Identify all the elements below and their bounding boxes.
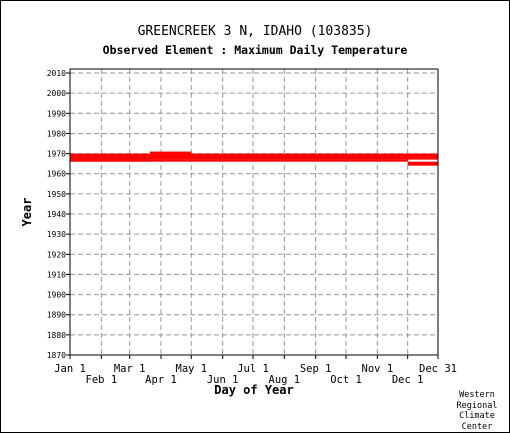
chart-title: GREENCREEK 3 N, IDAHO (103835) [137, 24, 373, 39]
y-tick-label: 1950 [47, 190, 66, 199]
x-tick-label: Sep 1 [300, 363, 332, 375]
y-tick-label: 1880 [47, 331, 66, 340]
x-tick-label: May 1 [176, 363, 208, 375]
credit-line: Climate [459, 411, 495, 421]
x-tick-label: Mar 1 [114, 363, 146, 375]
y-tick-label: 1920 [47, 250, 66, 259]
plot-area [69, 68, 439, 356]
y-tick-label: 1930 [47, 230, 66, 239]
data-coverage [70, 151, 438, 166]
x-tick-label: Nov 1 [362, 363, 394, 375]
y-tick-label: 1960 [47, 170, 66, 179]
data-band [70, 159, 408, 162]
data-band [149, 151, 192, 160]
y-tick-label: 1870 [47, 351, 66, 360]
credit-line: Western [459, 390, 495, 400]
y-tick-label: 1940 [47, 210, 66, 219]
y-tick-label: 1890 [47, 311, 66, 320]
y-tick-label: 1910 [47, 270, 66, 279]
grid-lines [70, 69, 438, 355]
x-tick-label: Jun 1 [207, 374, 239, 386]
x-tick-label: Feb 1 [86, 374, 118, 386]
y-tick-label: 1980 [47, 129, 66, 138]
x-tick-label: Apr 1 [145, 374, 177, 386]
chart-subtitle: Observed Element : Maximum Daily Tempera… [102, 43, 408, 57]
x-tick-label: Dec 31 [419, 363, 457, 375]
x-tick-label: Jan 1 [54, 363, 86, 375]
data-band [70, 153, 438, 160]
y-tick-label: 1970 [47, 150, 66, 159]
x-tick-label: Jul 1 [237, 363, 269, 375]
y-tick-label: 2010 [47, 69, 66, 78]
x-tick-label: Dec 1 [392, 374, 424, 386]
x-tick-label: Oct 1 [330, 374, 362, 386]
x-tick-label: Aug 1 [269, 374, 301, 386]
credit-block: Western Regional Climate Center [452, 390, 502, 432]
data-band [407, 161, 438, 166]
axes: 2010 2000 1990 1980 1970 1960 1950 1940 1930 1920… [47, 69, 457, 386]
y-tick-label: 1900 [47, 291, 66, 300]
credit-line: Center [461, 421, 493, 432]
credit-line: Regional [456, 400, 498, 411]
y-tick-label: 2000 [47, 89, 66, 98]
x-axis-label: Day of Year [214, 383, 293, 397]
y-axis-label: Year [20, 198, 34, 227]
y-tick-label: 1990 [47, 109, 66, 118]
